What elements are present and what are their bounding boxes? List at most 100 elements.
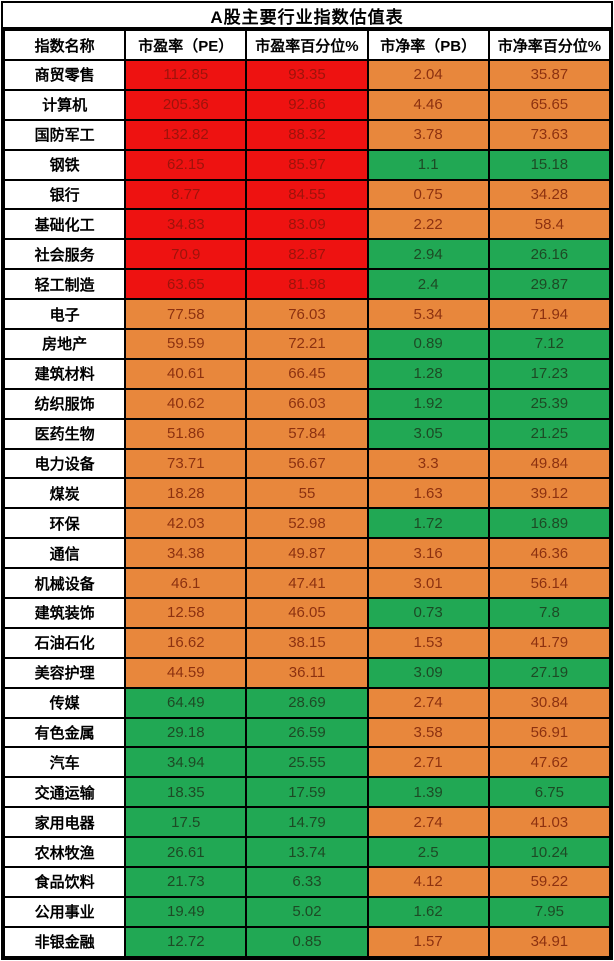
value-cell: 17.23 (487, 357, 612, 390)
value-cell: 6.75 (487, 776, 612, 809)
table-row: 银行 8.77 84.55 0.75 34.28 (2, 178, 612, 211)
industry-name-cell: 食品饮料 (2, 866, 127, 898)
value-cell: 2.74 (366, 806, 490, 839)
industry-name-cell: 电子 (2, 298, 127, 331)
value-cell: 59.59 (124, 328, 248, 360)
value-cell: 59.22 (487, 866, 612, 898)
industry-name-cell: 环保 (2, 507, 127, 540)
value-cell: 34.94 (124, 746, 248, 779)
column-header-pe: 市盈率（PE） (124, 29, 248, 61)
value-cell: 10.24 (487, 836, 612, 869)
column-header-pb: 市净率（PB） (366, 29, 490, 61)
value-cell: 49.87 (245, 537, 369, 570)
value-cell: 2.04 (366, 59, 490, 91)
value-cell: 26.16 (487, 238, 612, 271)
value-cell: 77.58 (124, 298, 248, 331)
table-row: 传媒 64.49 28.69 2.74 30.84 (2, 686, 612, 719)
value-cell: 51.86 (124, 417, 248, 450)
industry-name-cell: 通信 (2, 537, 127, 570)
value-cell: 4.12 (366, 866, 490, 898)
value-cell: 1.62 (366, 895, 490, 928)
value-cell: 2.4 (366, 268, 490, 301)
value-cell: 56.91 (487, 716, 612, 749)
value-cell: 7.12 (487, 328, 612, 360)
value-cell: 26.61 (124, 836, 248, 869)
table-row: 钢铁 62.15 85.97 1.1 15.18 (2, 148, 612, 181)
table-header: 指数名称 市盈率（PE） 市盈率百分位% 市净率（PB） 市净率百分位% (2, 29, 612, 61)
value-cell: 1.28 (366, 357, 490, 390)
industry-name-cell: 建筑材料 (2, 357, 127, 390)
value-cell: 3.16 (366, 537, 490, 570)
value-cell: 3.58 (366, 716, 490, 749)
table-row: 通信 34.38 49.87 3.16 46.36 (2, 537, 612, 570)
value-cell: 34.91 (487, 925, 612, 959)
industry-name-cell: 社会服务 (2, 238, 127, 271)
table-row: 机械设备 46.1 47.41 3.01 56.14 (2, 567, 612, 600)
value-cell: 25.39 (487, 387, 612, 420)
value-cell: 12.58 (124, 597, 248, 629)
table-row: 环保 42.03 52.98 1.72 16.89 (2, 507, 612, 540)
industry-name-cell: 电力设备 (2, 447, 127, 480)
industry-name-cell: 机械设备 (2, 567, 127, 600)
value-cell: 17.59 (245, 776, 369, 809)
value-cell: 19.49 (124, 895, 248, 928)
value-cell: 132.82 (124, 118, 248, 151)
value-cell: 36.11 (245, 656, 369, 689)
value-cell: 65.65 (487, 88, 612, 121)
value-cell: 3.09 (366, 656, 490, 689)
industry-name-cell: 建筑装饰 (2, 597, 127, 629)
value-cell: 72.21 (245, 328, 369, 360)
table-row: 非银金融 12.72 0.85 1.57 34.91 (2, 925, 612, 959)
value-cell: 55 (245, 477, 369, 510)
industry-name-cell: 农林牧渔 (2, 836, 127, 869)
table-row: 农林牧渔 26.61 13.74 2.5 10.24 (2, 836, 612, 869)
table-row: 公用事业 19.49 5.02 1.62 7.95 (2, 895, 612, 928)
table-row: 建筑装饰 12.58 46.05 0.73 7.8 (2, 597, 612, 629)
value-cell: 0.75 (366, 178, 490, 211)
value-cell: 16.89 (487, 507, 612, 540)
value-cell: 40.61 (124, 357, 248, 390)
table-row: 建筑材料 40.61 66.45 1.28 17.23 (2, 357, 612, 390)
value-cell: 46.1 (124, 567, 248, 600)
value-cell: 34.28 (487, 178, 612, 211)
table-row: 房地产 59.59 72.21 0.89 7.12 (2, 328, 612, 360)
value-cell: 39.12 (487, 477, 612, 510)
industry-name-cell: 传媒 (2, 686, 127, 719)
value-cell: 38.15 (245, 626, 369, 659)
value-cell: 1.39 (366, 776, 490, 809)
value-cell: 71.94 (487, 298, 612, 331)
industry-name-cell: 汽车 (2, 746, 127, 779)
industry-name-cell: 国防军工 (2, 118, 127, 151)
value-cell: 7.8 (487, 597, 612, 629)
table-row: 家用电器 17.5 14.79 2.74 41.03 (2, 806, 612, 839)
value-cell: 49.84 (487, 447, 612, 480)
value-cell: 81.98 (245, 268, 369, 301)
value-cell: 18.28 (124, 477, 248, 510)
column-header-pb-percentile: 市净率百分位% (487, 29, 612, 61)
value-cell: 30.84 (487, 686, 612, 719)
industry-name-cell: 纺织服饰 (2, 387, 127, 420)
value-cell: 0.85 (245, 925, 369, 959)
valuation-table: 指数名称 市盈率（PE） 市盈率百分位% 市净率（PB） 市净率百分位% 商贸零… (2, 29, 612, 959)
value-cell: 56.67 (245, 447, 369, 480)
value-cell: 7.95 (487, 895, 612, 928)
value-cell: 58.4 (487, 208, 612, 241)
table-row: 美容护理 44.59 36.11 3.09 27.19 (2, 656, 612, 689)
industry-name-cell: 煤炭 (2, 477, 127, 510)
industry-name-cell: 有色金属 (2, 716, 127, 749)
value-cell: 35.87 (487, 59, 612, 91)
value-cell: 1.57 (366, 925, 490, 959)
industry-name-cell: 石油石化 (2, 626, 127, 659)
column-header-pe-percentile: 市盈率百分位% (245, 29, 369, 61)
value-cell: 57.84 (245, 417, 369, 450)
value-cell: 15.18 (487, 148, 612, 181)
value-cell: 88.32 (245, 118, 369, 151)
value-cell: 66.03 (245, 387, 369, 420)
value-cell: 1.63 (366, 477, 490, 510)
value-cell: 0.73 (366, 597, 490, 629)
value-cell: 3.78 (366, 118, 490, 151)
industry-name-cell: 计算机 (2, 88, 127, 121)
industry-name-cell: 家用电器 (2, 806, 127, 839)
industry-name-cell: 钢铁 (2, 148, 127, 181)
